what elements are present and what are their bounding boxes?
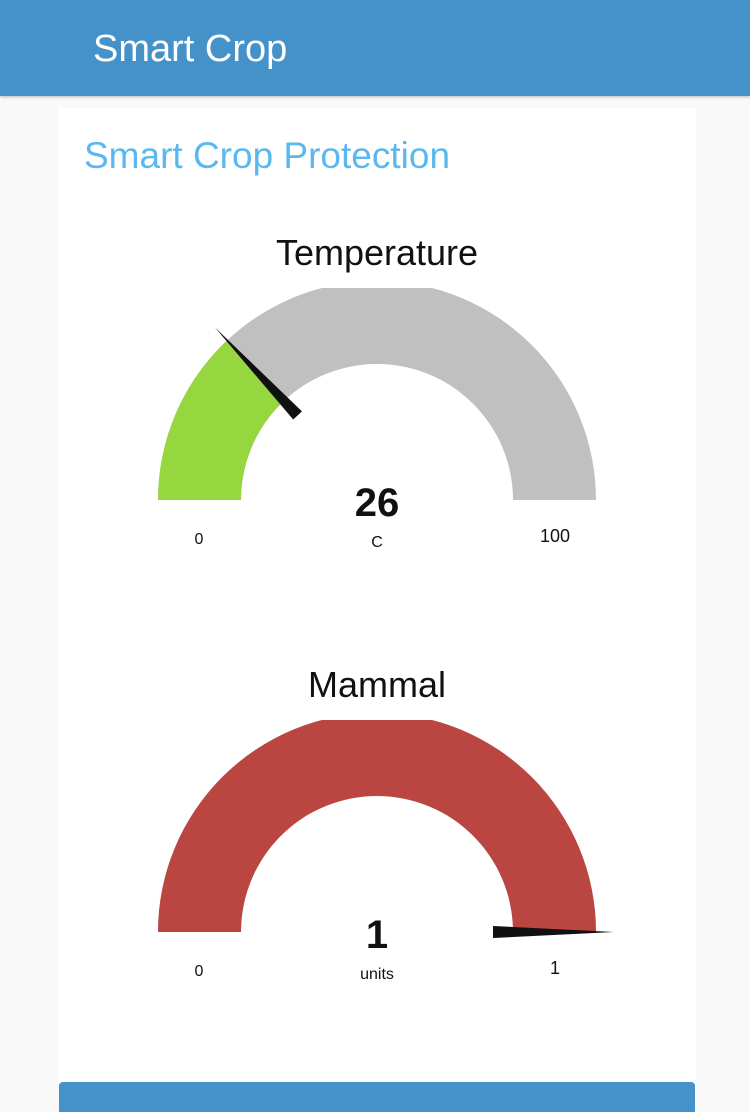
gauge-value: 26 [355, 481, 400, 525]
top-bar: Smart Crop [0, 0, 750, 96]
gauge-max-label: 1 [550, 958, 560, 978]
gauge-min-label: 0 [195, 531, 204, 548]
gauge-title: Mammal [307, 664, 446, 705]
gauge-units: units [360, 966, 394, 983]
gauge-max-label: 100 [540, 526, 570, 546]
mammal-gauge: Mammal 1 units 0 1 [58, 660, 696, 1020]
mammal-gauge-svg: 1 units 0 1 [158, 720, 614, 983]
gauge-fill [158, 340, 284, 500]
group-title: Smart Crop Protection [84, 135, 451, 176]
gauge-needle [214, 327, 302, 420]
dashboard-group-card: Smart Crop Protection Temperature 26 C 0… [58, 108, 696, 1104]
gauge-value: 1 [366, 913, 388, 957]
temperature-gauge: Temperature 26 C 0 100 [58, 228, 696, 588]
gauge-title: Temperature [275, 232, 479, 273]
temperature-gauge-svg: 26 C 0 100 [158, 288, 596, 551]
gauge-min-label: 0 [195, 963, 204, 980]
app-title: Smart Crop [93, 28, 288, 70]
gauge-track [158, 288, 596, 500]
next-group-header [59, 1082, 695, 1112]
gauge-needle [493, 926, 614, 938]
gauge-fill [158, 720, 596, 932]
gauge-units: C [371, 534, 383, 551]
